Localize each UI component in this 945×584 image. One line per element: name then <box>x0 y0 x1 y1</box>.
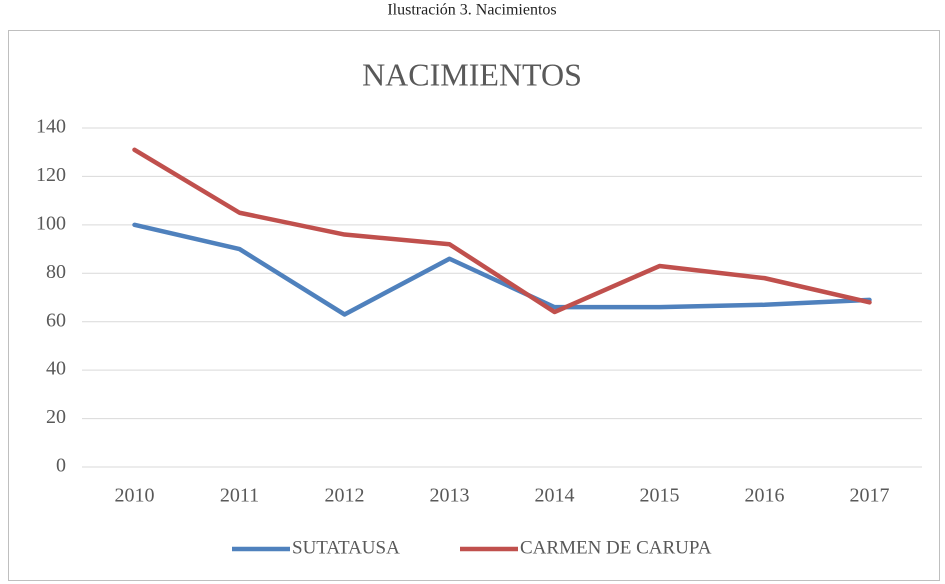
caption: Ilustración 3. Nacimientos <box>387 2 556 19</box>
series-line <box>132 222 872 317</box>
y-tick-label: 0 <box>56 455 66 477</box>
chart-title: NACIMIENTOS <box>362 56 582 92</box>
y-tick-label: 40 <box>46 358 66 380</box>
y-tick-label: 100 <box>36 212 66 234</box>
x-tick-label: 2017 <box>850 485 890 507</box>
x-tick-label: 2014 <box>535 485 575 507</box>
y-tick-label: 120 <box>36 164 66 186</box>
y-tick-label: 20 <box>46 406 66 428</box>
legend-label: CARMEN DE CARUPA <box>520 537 712 558</box>
x-tick-label: 2013 <box>430 485 470 507</box>
y-tick-label: 60 <box>46 309 66 331</box>
y-tick-label: 140 <box>36 116 66 138</box>
x-tick-label: 2010 <box>115 485 155 507</box>
x-tick-label: 2011 <box>220 485 259 507</box>
legend-label: SUTATAUSA <box>292 537 400 558</box>
y-tick-label: 80 <box>46 261 66 283</box>
x-tick-label: 2016 <box>745 485 785 507</box>
x-tick-label: 2012 <box>325 485 365 507</box>
x-tick-label: 2015 <box>640 485 680 507</box>
series-line <box>132 147 872 315</box>
